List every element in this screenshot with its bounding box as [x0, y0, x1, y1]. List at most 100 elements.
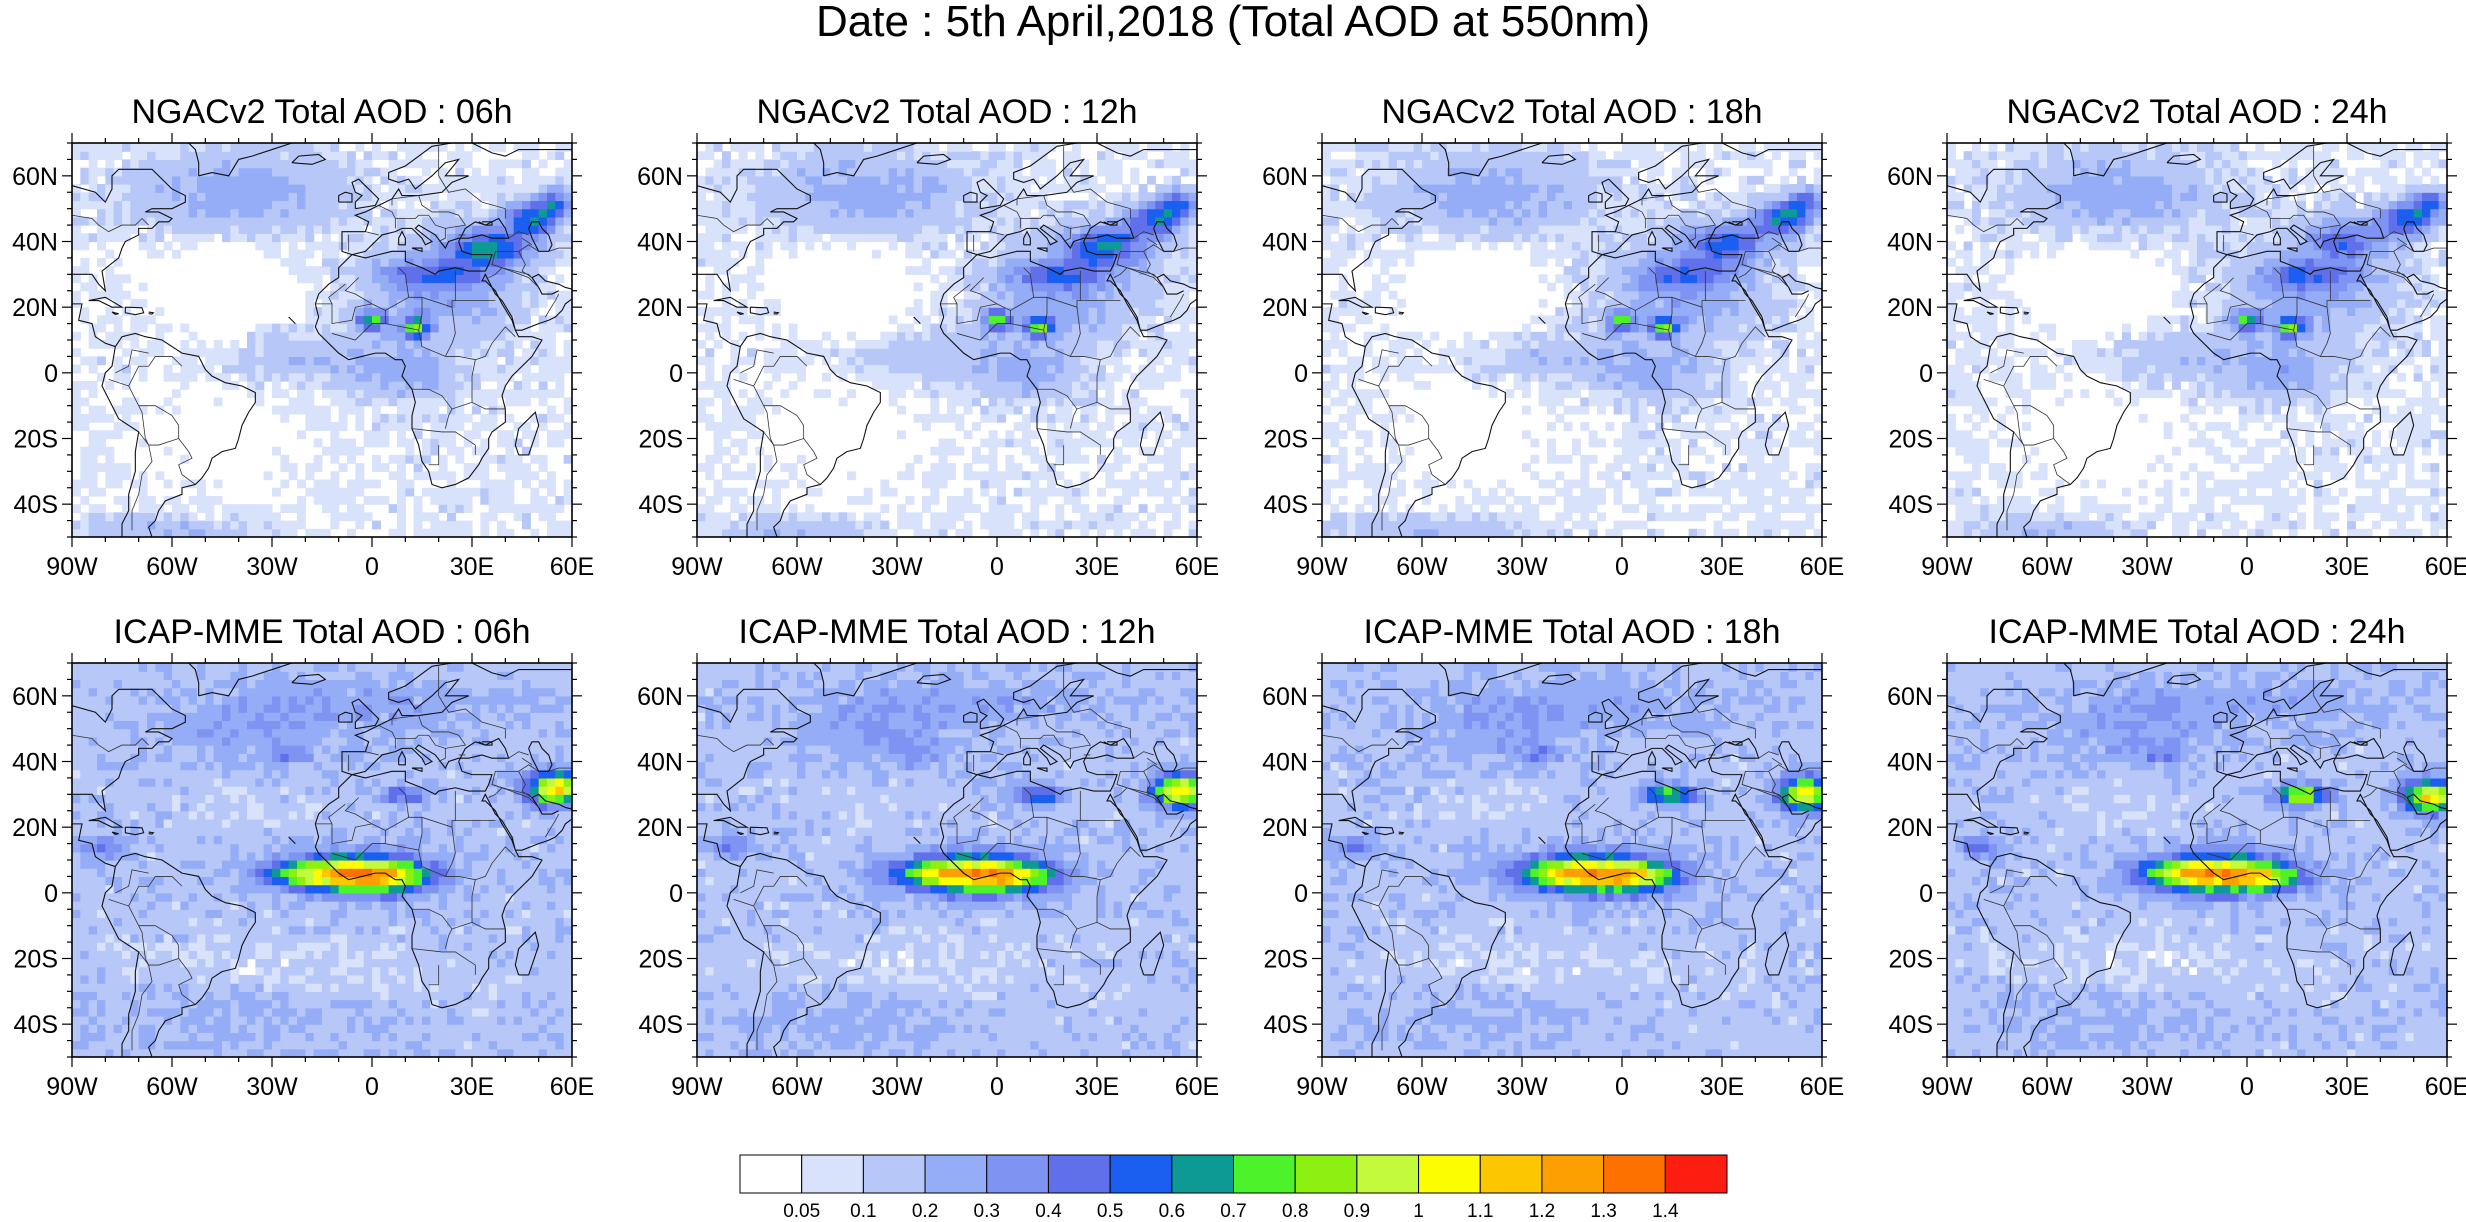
panel-title: NGACv2 Total AOD : 18h [1381, 93, 1762, 131]
aod-field [1947, 663, 2448, 1058]
panel-title: ICAP-MME Total AOD : 24h [1989, 613, 2406, 651]
lat-tick-label: 40N [1262, 229, 1308, 257]
colorbar-label: 0.9 [1344, 1201, 1370, 1222]
lat-tick-label: 40N [637, 749, 683, 777]
lat-tick-label: 60N [637, 163, 683, 191]
lat-tick-label: 20N [1887, 814, 1933, 842]
lat-tick-label: 20N [637, 294, 683, 322]
colorbar-box [1357, 1155, 1419, 1193]
colorbar-box [1048, 1155, 1110, 1193]
lon-tick-label: 60E [1175, 1073, 1219, 1101]
lon-tick-label: 0 [1615, 553, 1629, 581]
panel-title: ICAP-MME Total AOD : 06h [114, 613, 531, 651]
lat-tick-label: 20S [1889, 946, 1933, 974]
colorbar-label: 1.4 [1652, 1201, 1679, 1222]
lon-tick-label: 90W [1296, 1073, 1348, 1101]
colorbar-box [1480, 1155, 1542, 1193]
colorbar-box [1665, 1155, 1727, 1193]
lat-tick-label: 40S [14, 491, 58, 519]
lon-tick-label: 30W [246, 553, 298, 581]
lat-tick-label: 40S [1889, 491, 1933, 519]
lon-tick-label: 0 [365, 1073, 379, 1101]
lat-tick-label: 60N [12, 163, 58, 191]
lon-tick-label: 60E [1175, 553, 1219, 581]
lat-tick-label: 20S [639, 946, 683, 974]
lat-tick-label: 20N [1262, 814, 1308, 842]
colorbar-box [1295, 1155, 1357, 1193]
lon-tick-label: 30E [1700, 1073, 1744, 1101]
lon-tick-label: 60E [2425, 1073, 2466, 1101]
colorbar-label: 1 [1413, 1201, 1424, 1222]
lon-tick-label: 60E [1800, 1073, 1844, 1101]
colorbar-label: 0.7 [1220, 1201, 1246, 1222]
lat-tick-label: 20N [637, 814, 683, 842]
panel-title: ICAP-MME Total AOD : 12h [739, 613, 1156, 651]
map-panel-ngac-06: NGACv2 Total AOD : 06h 90W 60W 30W 0 30E 60E 60… [12, 93, 594, 581]
lat-tick-label: 20S [14, 426, 58, 454]
colorbar-box [740, 1155, 802, 1193]
lat-tick-label: 40S [1264, 1011, 1308, 1039]
lon-tick-label: 60W [146, 553, 198, 581]
colorbar-box [987, 1155, 1049, 1193]
colorbar-box [925, 1155, 987, 1193]
panel-title: NGACv2 Total AOD : 06h [131, 93, 512, 131]
lon-tick-label: 30E [1700, 553, 1744, 581]
lat-tick-label: 40S [14, 1011, 58, 1039]
lon-tick-label: 60W [1396, 1073, 1448, 1101]
colorbar-label: 1.3 [1590, 1201, 1616, 1222]
lat-tick-label: 60N [1262, 163, 1308, 191]
lat-tick-label: 20N [1887, 294, 1933, 322]
lon-tick-label: 60E [1800, 553, 1844, 581]
lat-tick-label: 20N [12, 294, 58, 322]
lat-tick-label: 0 [1919, 360, 1933, 388]
lon-tick-label: 90W [46, 553, 98, 581]
colorbar-box [1110, 1155, 1172, 1193]
lat-tick-label: 40N [637, 229, 683, 257]
colorbar-box [1542, 1155, 1604, 1193]
colorbar-label: 0.5 [1097, 1201, 1123, 1222]
colorbar-label: 0.3 [974, 1201, 1000, 1222]
panel-title: NGACv2 Total AOD : 24h [2006, 93, 2387, 131]
lon-tick-label: 30W [246, 1073, 298, 1101]
lon-tick-label: 60E [550, 553, 594, 581]
lat-tick-label: 20S [639, 426, 683, 454]
lon-tick-label: 60E [550, 1073, 594, 1101]
lon-tick-label: 30W [871, 1073, 923, 1101]
lon-tick-label: 0 [2240, 553, 2254, 581]
colorbar-label: 0.6 [1159, 1201, 1185, 1222]
lon-tick-label: 90W [671, 1073, 723, 1101]
lon-tick-label: 0 [1615, 1073, 1629, 1101]
lon-tick-label: 30W [2121, 553, 2173, 581]
lat-tick-label: 0 [669, 880, 683, 908]
lat-tick-label: 40S [639, 491, 683, 519]
lon-tick-label: 30E [450, 553, 494, 581]
lon-tick-label: 30E [450, 1073, 494, 1101]
lat-tick-label: 40S [1264, 491, 1308, 519]
colorbar-box [863, 1155, 925, 1193]
lat-tick-label: 20S [1264, 946, 1308, 974]
lon-tick-label: 90W [671, 553, 723, 581]
lon-tick-label: 90W [1296, 553, 1348, 581]
lat-tick-label: 40N [12, 749, 58, 777]
lon-tick-label: 30W [871, 553, 923, 581]
lat-tick-label: 20S [1264, 426, 1308, 454]
lon-tick-label: 30W [1496, 1073, 1548, 1101]
lon-tick-label: 60E [2425, 553, 2466, 581]
lon-tick-label: 60W [771, 553, 823, 581]
colorbar-label: 0.8 [1282, 1201, 1308, 1222]
lat-tick-label: 60N [1887, 163, 1933, 191]
colorbar-label: 0.4 [1035, 1201, 1062, 1222]
colorbar-label: 0.2 [912, 1201, 938, 1222]
colorbar-box [802, 1155, 864, 1193]
lon-tick-label: 30E [2325, 1073, 2369, 1101]
lat-tick-label: 60N [637, 683, 683, 711]
lon-tick-label: 30E [1075, 1073, 1119, 1101]
lat-tick-label: 0 [1919, 880, 1933, 908]
lat-tick-label: 40S [1889, 1011, 1933, 1039]
panel-title: NGACv2 Total AOD : 12h [756, 93, 1137, 131]
lat-tick-label: 0 [44, 360, 58, 388]
